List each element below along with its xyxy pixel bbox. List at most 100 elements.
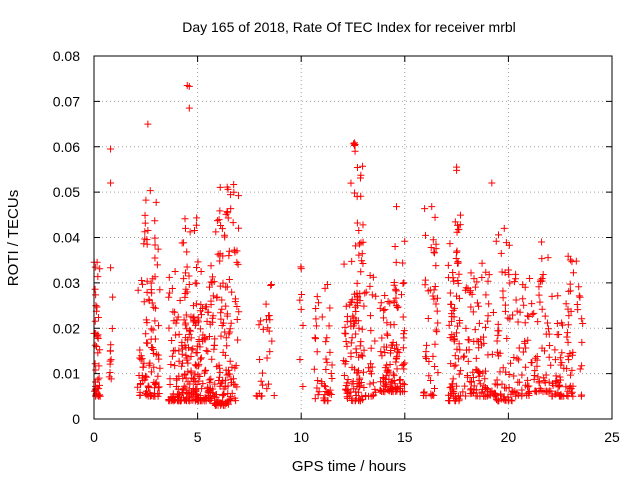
- data-point: [202, 366, 210, 374]
- data-point: [425, 372, 433, 380]
- data-point: [450, 337, 458, 345]
- data-point: [578, 362, 586, 370]
- data-point: [94, 314, 102, 322]
- data-point: [515, 344, 523, 352]
- data-point: [359, 238, 367, 246]
- data-point: [357, 268, 365, 276]
- data-point: [371, 385, 379, 393]
- data-point: [210, 278, 218, 286]
- data-point: [353, 279, 361, 287]
- data-point: [202, 347, 210, 355]
- data-point: [207, 262, 215, 270]
- data-point: [485, 300, 493, 308]
- data-point: [186, 228, 194, 236]
- data-point: [370, 391, 378, 399]
- data-point: [475, 302, 483, 310]
- data-point: [266, 348, 274, 356]
- data-point: [548, 292, 556, 300]
- data-point: [563, 333, 571, 341]
- data-point: [359, 221, 367, 229]
- data-point: [216, 368, 224, 376]
- data-point: [564, 329, 572, 337]
- data-point: [357, 351, 365, 359]
- data-point: [179, 375, 187, 383]
- data-point: [467, 303, 475, 311]
- data-point: [481, 375, 489, 383]
- data-point: [221, 383, 229, 391]
- y-tick-label: 0.06: [53, 139, 80, 155]
- data-point: [151, 241, 159, 249]
- data-point: [449, 387, 457, 395]
- data-point: [327, 369, 335, 377]
- data-point: [449, 375, 457, 383]
- data-point: [447, 383, 455, 391]
- y-axis-ticks: 0 0.01 0.02 0.03 0.04 0.05 0.06 0.07 0.08: [53, 48, 612, 427]
- data-point: [231, 295, 239, 303]
- data-point: [544, 325, 552, 333]
- data-point: [368, 291, 376, 299]
- data-point: [185, 104, 193, 112]
- data-point: [184, 390, 192, 398]
- data-point: [429, 292, 437, 300]
- data-point: [380, 306, 388, 314]
- data-point: [396, 375, 404, 383]
- data-point: [198, 311, 206, 319]
- data-point: [366, 367, 374, 375]
- data-point: [518, 392, 526, 400]
- data-point: [213, 217, 221, 225]
- data-point: [431, 282, 439, 290]
- data-point: [398, 361, 406, 369]
- data-point: [568, 390, 576, 398]
- data-point: [366, 380, 374, 388]
- data-point: [207, 375, 215, 383]
- data-point: [552, 378, 560, 386]
- data-point: [498, 380, 506, 388]
- data-point: [519, 295, 527, 303]
- data-point: [513, 307, 521, 315]
- data-point: [326, 304, 334, 312]
- data-point: [429, 236, 437, 244]
- data-point: [431, 362, 439, 370]
- data-point: [344, 376, 352, 384]
- data-point: [193, 395, 201, 403]
- data-point: [219, 377, 227, 385]
- data-point: [554, 383, 562, 391]
- data-point: [452, 361, 460, 369]
- data-point: [547, 361, 555, 369]
- data-point: [134, 286, 142, 294]
- x-tick-label: 0: [90, 429, 98, 445]
- data-point: [192, 386, 200, 394]
- data-point: [538, 305, 546, 313]
- data-point: [536, 298, 544, 306]
- data-point: [462, 392, 470, 400]
- data-point: [578, 338, 586, 346]
- data-point: [454, 279, 462, 287]
- data-point: [234, 336, 242, 344]
- data-point: [352, 345, 360, 353]
- data-point: [478, 388, 486, 396]
- data-point: [431, 340, 439, 348]
- data-point: [222, 376, 230, 384]
- data-point: [217, 315, 225, 323]
- data-point: [105, 373, 113, 381]
- data-point: [453, 228, 461, 236]
- data-point: [349, 322, 357, 330]
- data-point: [206, 397, 214, 405]
- data-point: [171, 308, 179, 316]
- data-point: [493, 376, 501, 384]
- data-point: [297, 305, 305, 313]
- data-point: [218, 305, 226, 313]
- data-point: [427, 392, 435, 400]
- data-point: [448, 380, 456, 388]
- data-point: [147, 286, 155, 294]
- data-point: [471, 283, 479, 291]
- data-point: [312, 322, 320, 330]
- data-point: [459, 388, 467, 396]
- data-point: [450, 277, 458, 285]
- data-point: [501, 301, 509, 309]
- data-point: [196, 325, 204, 333]
- data-point: [516, 308, 524, 316]
- data-point: [182, 334, 190, 342]
- data-point: [140, 298, 148, 306]
- data-point: [208, 318, 216, 326]
